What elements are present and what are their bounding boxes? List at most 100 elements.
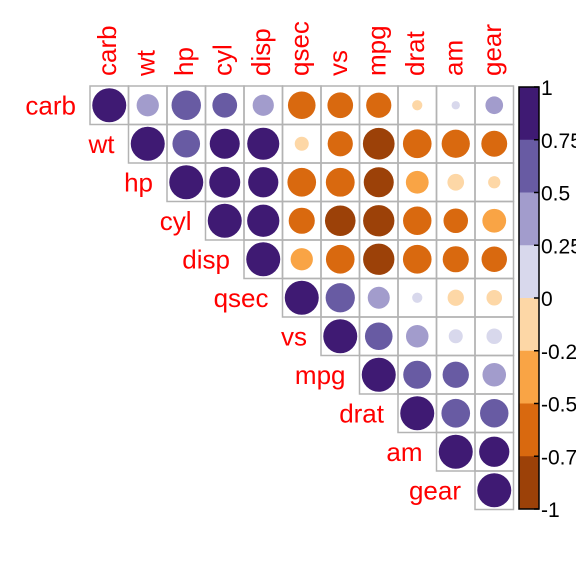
correlation-circle-wt-gear	[481, 130, 508, 157]
correlation-circle-qsec-qsec	[284, 280, 319, 315]
correlation-circle-carb-drat	[412, 100, 423, 111]
colorbar-tick-label: 0	[541, 288, 553, 311]
colorbar-tick-label: 0.75	[541, 130, 576, 153]
colorbar-segment	[519, 245, 539, 299]
correlation-circle-hp-mpg	[363, 167, 394, 198]
colorbar-segment	[519, 139, 539, 193]
correlation-circle-qsec-vs	[325, 283, 355, 313]
correlation-circle-vs-drat	[405, 324, 429, 348]
correlation-circle-disp-am	[442, 246, 469, 273]
correlation-circle-drat-gear	[480, 399, 509, 428]
colorbar-segment	[519, 298, 539, 352]
correlation-circle-cyl-vs	[324, 205, 356, 237]
colorbar-tick-label: -0.5	[541, 394, 576, 417]
row-label-carb: carb	[25, 90, 76, 120]
correlation-circle-am-am	[438, 434, 473, 469]
correlation-circle-wt-hp	[172, 129, 201, 158]
correlation-circle-disp-disp	[246, 242, 281, 277]
correlation-circle-qsec-am	[447, 289, 464, 306]
column-label-am: am	[439, 40, 469, 76]
correlation-circle-cyl-qsec	[288, 207, 315, 234]
correlation-circle-carb-vs	[327, 92, 354, 119]
correlation-circle-qsec-gear	[486, 289, 503, 306]
correlation-circle-hp-cyl	[209, 166, 241, 198]
circle-layer	[92, 88, 512, 508]
row-label-gear: gear	[409, 475, 461, 505]
correlation-circle-vs-am	[448, 329, 463, 344]
column-label-hp: hp	[169, 47, 199, 76]
correlation-circle-vs-mpg	[364, 322, 393, 351]
correlation-circle-mpg-am	[442, 361, 469, 388]
colorbar-tick-label: -0.75	[541, 446, 576, 469]
correlation-circle-cyl-gear	[482, 208, 507, 233]
correlation-circle-cyl-disp	[247, 204, 280, 237]
column-label-wt: wt	[131, 49, 161, 77]
correlation-circle-vs-gear	[486, 328, 503, 345]
correlation-circle-gear-gear	[477, 473, 512, 508]
correlation-circle-am-gear	[479, 436, 510, 467]
colorbar-tick-label: -0.25	[541, 341, 576, 364]
column-label-qsec: qsec	[285, 21, 315, 76]
correlation-circle-mpg-mpg	[361, 357, 396, 392]
colorbar-segment	[519, 403, 539, 457]
correlation-circle-mpg-drat	[403, 360, 432, 389]
correlation-circle-carb-carb	[92, 88, 127, 123]
colorbar-segment	[519, 456, 539, 510]
correlation-circle-hp-disp	[248, 167, 279, 198]
row-label-qsec: qsec	[214, 283, 269, 313]
correlation-circle-carb-mpg	[366, 92, 392, 118]
correlation-circle-disp-qsec	[290, 248, 313, 271]
row-label-wt: wt	[88, 129, 116, 159]
colorbar-tick-label: 0.5	[541, 183, 570, 206]
correlation-circle-disp-vs	[325, 244, 355, 274]
correlation-circle-carb-hp	[171, 90, 201, 120]
correlation-circle-hp-qsec	[287, 167, 317, 197]
correlation-circle-disp-drat	[402, 244, 432, 274]
correlation-circle-wt-disp	[247, 127, 280, 160]
row-label-drat: drat	[339, 398, 385, 428]
correlation-circle-qsec-drat	[412, 292, 423, 303]
correlation-circle-carb-am	[451, 101, 460, 110]
colorbar-tick-label: -1	[541, 499, 560, 522]
correlation-circle-wt-mpg	[362, 127, 395, 160]
column-label-vs: vs	[323, 50, 353, 76]
correlation-circle-cyl-cyl	[207, 203, 242, 238]
colorbar-segment	[519, 192, 539, 246]
row-label-mpg: mpg	[295, 360, 346, 390]
colorbar-tick-label: 1	[541, 77, 553, 100]
row-label-hp: hp	[124, 167, 153, 197]
correlation-circle-hp-drat	[405, 170, 429, 194]
correlation-circle-mpg-gear	[482, 362, 507, 387]
label-layer: carb wt hp cyl disp qsec vs mpg drat am gearcarbwt…	[25, 21, 507, 505]
correlation-circle-cyl-drat	[403, 206, 432, 235]
correlation-circle-wt-cyl	[209, 128, 240, 159]
column-label-mpg: mpg	[362, 25, 392, 76]
row-label-vs: vs	[281, 321, 307, 351]
colorbar: 1 0.75 0.5 0.25 0 -0.25 -0.5 -0.75 -1	[518, 77, 576, 522]
colorbar-segment	[519, 350, 539, 404]
correlation-circle-cyl-am	[443, 208, 469, 234]
correlation-circle-hp-vs	[325, 167, 355, 197]
correlation-circle-drat-am	[441, 398, 471, 428]
column-label-disp: disp	[246, 28, 276, 76]
column-label-drat: drat	[400, 30, 430, 76]
correlation-circle-wt-wt	[130, 126, 165, 161]
correlation-circle-hp-gear	[488, 176, 501, 189]
column-label-gear: gear	[477, 24, 507, 76]
correlation-circle-wt-qsec	[294, 136, 309, 151]
correlation-circle-hp-hp	[169, 165, 204, 200]
correlation-circle-wt-am	[441, 129, 470, 158]
column-label-carb: carb	[92, 25, 122, 76]
correlation-circle-carb-gear	[485, 96, 504, 115]
correlation-circle-carb-disp	[252, 94, 274, 116]
row-label-disp: disp	[182, 244, 230, 274]
grid-cell	[474, 470, 515, 511]
column-label-cyl: cyl	[208, 44, 238, 76]
correlation-circle-carb-qsec	[287, 91, 316, 120]
colorbar-tick-label: 0.25	[541, 235, 576, 258]
correlation-circle-cyl-mpg	[363, 205, 395, 237]
correlation-circle-hp-am	[447, 173, 465, 191]
correlation-circle-carb-cyl	[212, 92, 238, 118]
correlation-circle-drat-drat	[400, 396, 435, 431]
